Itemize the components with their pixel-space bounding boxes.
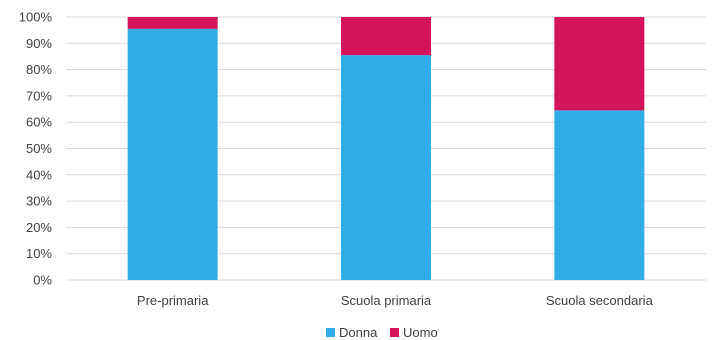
y-tick-label: 100%: [19, 10, 53, 25]
bar-donna-2: [554, 110, 645, 281]
x-tick-label: Pre-primaria: [137, 293, 209, 308]
legend-swatch-uomo: [390, 328, 399, 337]
bar-uomo-1: [341, 17, 431, 56]
x-tick-label: Scuola secondaria: [546, 293, 654, 308]
y-tick-label: 10%: [26, 246, 52, 261]
y-axis: 0% 10% 20% 30% 40% 50% 60% 70% 80% 90% 100%: [19, 10, 53, 288]
y-tick-label: 70%: [26, 88, 52, 103]
y-tick-label: 90%: [26, 36, 52, 51]
bars: [127, 17, 645, 281]
legend-label-donna: Donna: [339, 325, 378, 340]
x-axis: Pre-primaria Scuola primaria Scuola second…: [137, 293, 654, 308]
y-tick-label: 40%: [26, 167, 52, 182]
bar-donna-0: [127, 28, 218, 281]
y-tick-label: 80%: [26, 62, 52, 77]
legend-label-uomo: Uomo: [403, 325, 438, 340]
legend-swatch-donna: [326, 328, 335, 337]
x-tick-label: Scuola primaria: [341, 293, 432, 308]
bar-uomo-0: [127, 17, 218, 29]
y-tick-label: 20%: [26, 220, 52, 235]
bar-donna-1: [341, 55, 431, 281]
y-tick-label: 30%: [26, 194, 52, 209]
y-tick-label: 50%: [26, 141, 52, 156]
legend: Donna Uomo: [326, 325, 438, 340]
y-tick-label: 0%: [33, 273, 52, 288]
y-tick-label: 60%: [26, 115, 52, 130]
bar-uomo-2: [554, 17, 645, 111]
